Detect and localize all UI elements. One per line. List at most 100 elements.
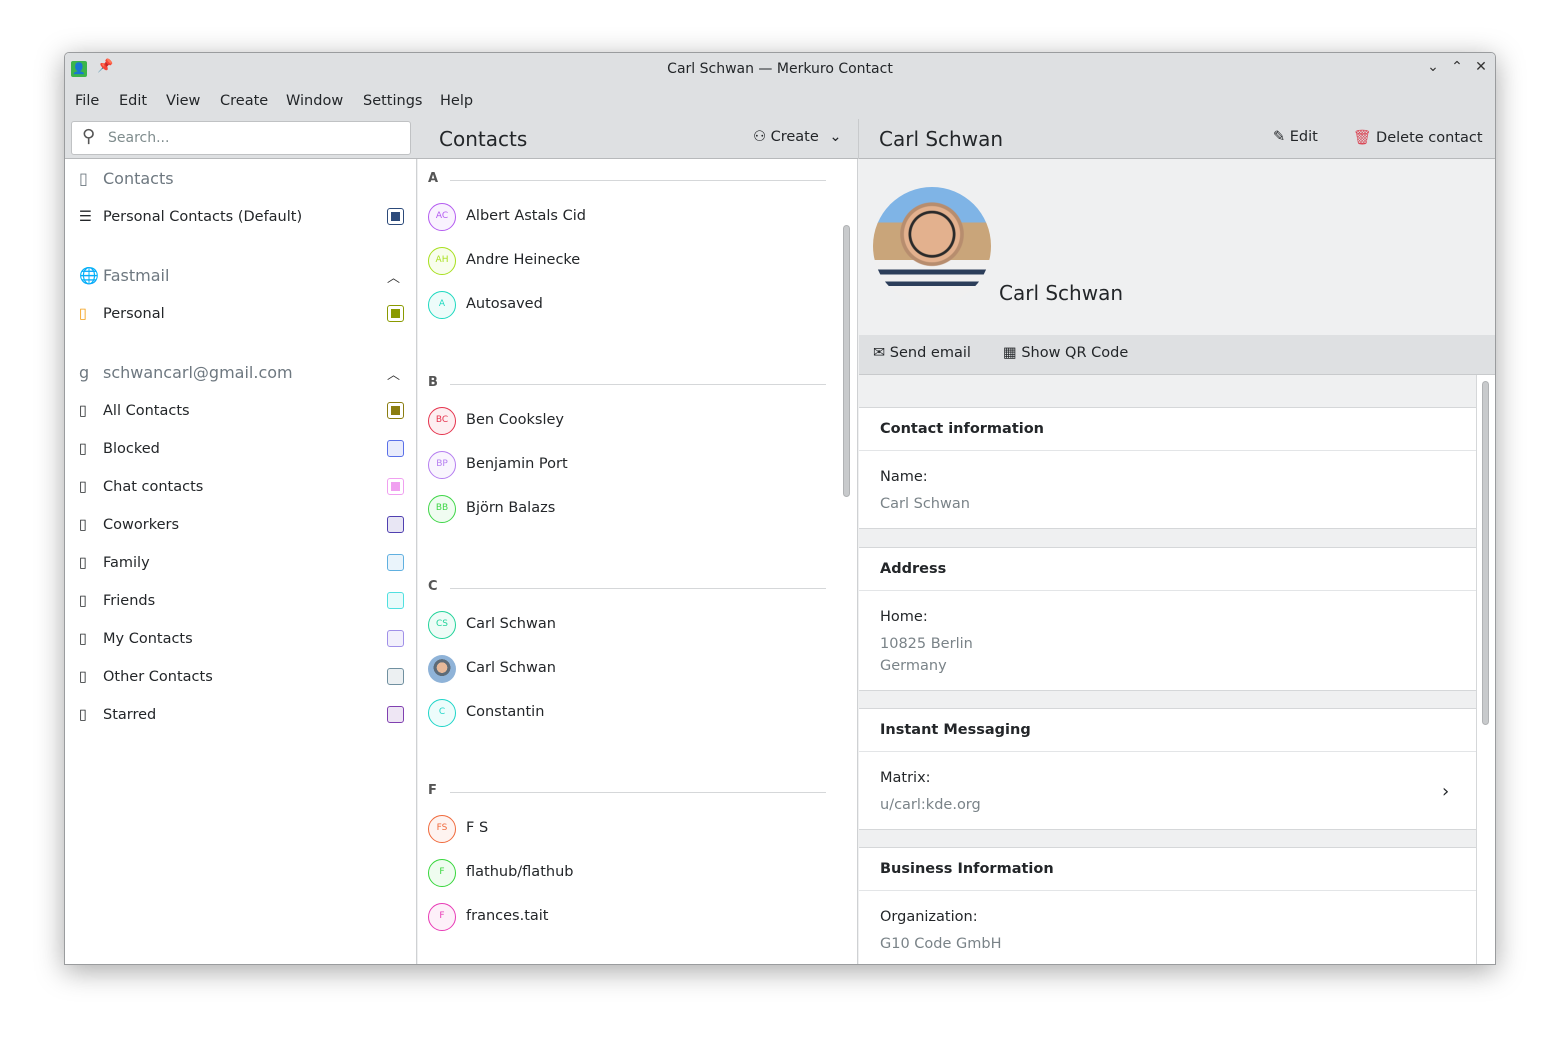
add-user-icon: ⚇: [753, 129, 771, 145]
card-instant-messaging: Instant Messaging Matrix: u/carl:kde.org ›: [859, 708, 1476, 830]
sidebar-item-my-contacts[interactable]: ▯ My Contacts: [79, 631, 193, 647]
field-value: 10825 Berlin: [880, 636, 973, 652]
list-scrollbar[interactable]: [838, 159, 858, 964]
pin-icon[interactable]: 📌: [97, 59, 114, 74]
close-button[interactable]: ✕: [1475, 59, 1487, 75]
sidebar-header-fastmail[interactable]: 🌐 Fastmail: [79, 266, 169, 285]
menu-help[interactable]: Help: [440, 93, 474, 109]
calendar-checkbox[interactable]: [387, 668, 404, 685]
sidebar-item-friends-label: Friends: [103, 593, 156, 609]
calendar-checkbox[interactable]: [387, 706, 404, 723]
menu-edit[interactable]: Edit: [119, 93, 148, 109]
detail-scrollbar[interactable]: [1476, 375, 1495, 964]
show-qr-button[interactable]: ▦ Show QR Code: [1003, 345, 1128, 361]
card-header: Contact information: [880, 421, 1045, 437]
card-business-information: Business Information Organization: G10 Cod…: [859, 847, 1476, 964]
field-label: Name:: [880, 469, 928, 485]
contact-name: flathub/flathub: [466, 864, 574, 880]
addressbook-icon: ▯: [79, 441, 87, 457]
contact-name: Carl Schwan: [466, 616, 556, 632]
sidebar-header-gmail[interactable]: g schwancarl@gmail.com: [79, 363, 293, 382]
menu-settings[interactable]: Settings: [363, 93, 423, 109]
app-icon: 👤: [71, 61, 87, 77]
addressbook-icon: ☰: [79, 209, 92, 225]
create-button[interactable]: ⚇ Create ⌄: [753, 129, 842, 145]
app-window: 👤 📌 Carl Schwan — Merkuro Contact ⌄ ⌃ ✕ …: [64, 52, 1496, 965]
chevron-right-icon[interactable]: ›: [1442, 781, 1450, 802]
avatar: AC: [428, 203, 456, 231]
collapse-chevron-icon[interactable]: ︿: [387, 368, 401, 383]
edit-button[interactable]: ✎ Edit: [1273, 129, 1318, 145]
section-header: A: [428, 171, 439, 186]
collapse-chevron-icon[interactable]: ︿: [387, 271, 401, 286]
menu-view[interactable]: View: [166, 93, 201, 109]
sidebar: ▯ Contacts ☰ Personal Contacts (Default) 🌐 Fa…: [65, 159, 417, 964]
search-icon: ⚲: [82, 126, 96, 147]
menu-create[interactable]: Create: [220, 93, 269, 109]
calendar-checkbox[interactable]: [387, 516, 404, 533]
search-placeholder: Search...: [108, 130, 170, 146]
send-email-button[interactable]: ✉ Send email: [873, 345, 971, 361]
sidebar-item-personal-default-label: Personal Contacts (Default): [103, 209, 303, 225]
qr-code-icon: ▦: [1003, 345, 1022, 361]
check-fill: [390, 308, 400, 318]
sidebar-header-contacts[interactable]: ▯ Contacts: [79, 169, 174, 188]
globe-icon: 🌐: [79, 266, 99, 285]
sidebar-item-family[interactable]: ▯ Family: [79, 555, 150, 571]
search-input[interactable]: ⚲ Search...: [71, 121, 411, 155]
chevron-down-icon: ⌄: [829, 129, 842, 145]
addressbook-icon: ▯: [79, 593, 87, 609]
field-label: Home:: [880, 609, 928, 625]
sidebar-item-personal-default[interactable]: ☰ Personal Contacts (Default): [79, 209, 302, 225]
card-header: Instant Messaging: [880, 722, 1031, 738]
envelope-icon: ✉: [873, 345, 890, 361]
addressbook-icon: ▯: [79, 517, 87, 533]
calendar-checkbox[interactable]: [387, 402, 404, 419]
trash-icon: 🗑: [1353, 130, 1377, 146]
addressbook-icon: ▯: [79, 555, 87, 571]
section-divider: [450, 588, 826, 589]
menu-window[interactable]: Window: [286, 93, 344, 109]
calendar-checkbox[interactable]: [387, 208, 404, 225]
calendar-checkbox[interactable]: [387, 554, 404, 571]
addressbook-icon: ▯: [79, 403, 87, 419]
sidebar-item-all-contacts[interactable]: ▯ All Contacts: [79, 403, 190, 419]
divider: [859, 450, 1476, 451]
calendar-checkbox[interactable]: [387, 592, 404, 609]
contact-name: Constantin: [466, 704, 545, 720]
card-header: Business Information: [880, 861, 1054, 877]
send-email-label: Send email: [889, 345, 971, 361]
calendar-checkbox[interactable]: [387, 305, 404, 322]
sidebar-item-other-contacts[interactable]: ▯ Other Contacts: [79, 669, 213, 685]
sidebar-item-starred-label: Starred: [103, 707, 157, 723]
edit-label: Edit: [1289, 129, 1318, 145]
avatar: A: [428, 291, 456, 319]
scrollbar-thumb[interactable]: [1482, 381, 1489, 725]
sidebar-item-my-contacts-label: My Contacts: [103, 631, 193, 647]
sidebar-item-friends[interactable]: ▯ Friends: [79, 593, 155, 609]
sidebar-item-coworkers[interactable]: ▯ Coworkers: [79, 517, 179, 533]
avatar: F: [428, 903, 456, 931]
sidebar-item-chat-contacts[interactable]: ▯ Chat contacts: [79, 479, 203, 495]
title-bar: [65, 53, 1495, 85]
section-header: C: [428, 579, 438, 594]
contact-name: Andre Heinecke: [466, 252, 581, 268]
minimize-button[interactable]: ⌄: [1427, 59, 1439, 75]
menu-file[interactable]: File: [75, 93, 100, 109]
maximize-button[interactable]: ⌃: [1451, 59, 1463, 75]
sidebar-item-starred[interactable]: ▯ Starred: [79, 707, 156, 723]
delete-contact-button[interactable]: 🗑 Delete contact: [1353, 129, 1483, 146]
window-title: Carl Schwan — Merkuro Contact: [667, 61, 893, 77]
calendar-checkbox[interactable]: [387, 630, 404, 647]
sidebar-item-blocked[interactable]: ▯ Blocked: [79, 441, 160, 457]
avatar: AH: [428, 247, 456, 275]
calendar-checkbox[interactable]: [387, 440, 404, 457]
field-value[interactable]: u/carl:kde.org: [880, 797, 981, 813]
contact-name: Carl Schwan: [466, 660, 556, 676]
scrollbar-thumb[interactable]: [843, 225, 850, 497]
calendar-checkbox[interactable]: [387, 478, 404, 495]
contact-list: A AC Albert Astals Cid AH Andre Heinecke A Aut…: [418, 159, 838, 964]
divider: [859, 751, 1476, 752]
sidebar-item-personal[interactable]: ▯ Personal: [79, 306, 165, 322]
addressbook-icon: ▯: [79, 707, 87, 723]
